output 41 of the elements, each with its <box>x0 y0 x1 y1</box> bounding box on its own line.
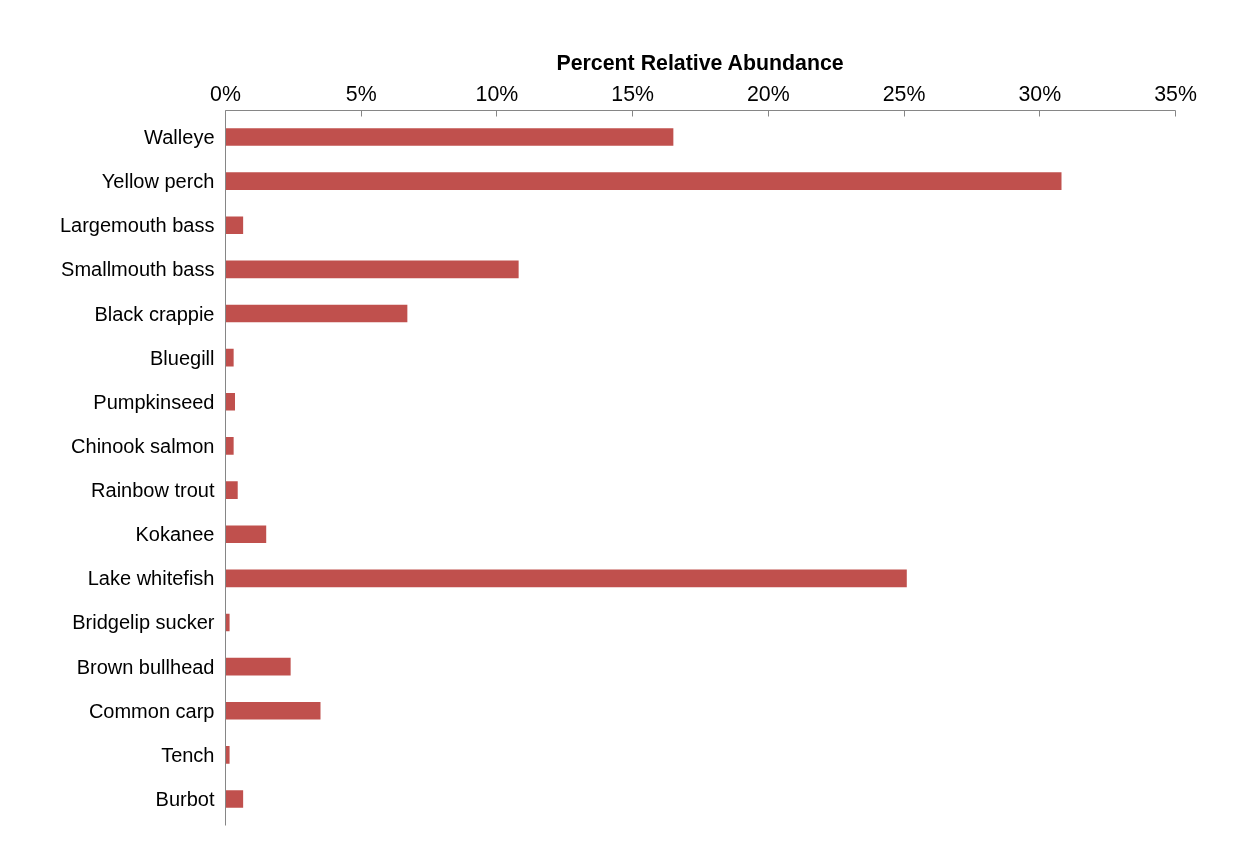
bar <box>225 657 291 676</box>
x-tick-label: 10% <box>475 81 519 106</box>
y-tick-label: Burbot <box>155 788 215 811</box>
bar <box>225 128 674 146</box>
bar <box>225 172 1062 190</box>
x-tick-label: 35% <box>1154 81 1197 106</box>
y-tick-label: Walleye <box>144 125 215 148</box>
bar <box>225 304 408 323</box>
bar <box>225 216 244 235</box>
y-tick-label: Yellow perch <box>101 170 215 193</box>
y-tick-label: Largemouth bass <box>59 214 215 237</box>
x-axis-title: Percent Relative Abundance <box>556 50 844 75</box>
bar <box>225 392 235 411</box>
bar <box>225 790 244 808</box>
bar <box>225 260 519 279</box>
bar <box>225 569 907 588</box>
y-tick-label: Rainbow trout <box>91 479 215 502</box>
x-tick-label: 15% <box>611 81 655 106</box>
bar <box>225 437 234 455</box>
y-tick-label: Bridgelip sucker <box>72 611 215 634</box>
y-tick-label: Lake whitefish <box>87 567 215 590</box>
y-tick-label: Tench <box>161 743 215 766</box>
y-tick-label: Chinook salmon <box>71 434 215 457</box>
x-tick-label: 20% <box>747 81 790 106</box>
bar <box>225 613 230 632</box>
bar <box>225 701 321 720</box>
y-tick-label: Kokanee <box>135 523 215 546</box>
y-tick-label: Brown bullhead <box>76 655 215 678</box>
bar <box>225 481 238 499</box>
bar <box>225 348 234 367</box>
x-tick-label: 5% <box>345 81 377 106</box>
bar <box>225 746 230 764</box>
x-tick-label: 30% <box>1018 81 1062 106</box>
bar <box>225 525 267 544</box>
y-tick-label: Common carp <box>88 699 215 722</box>
y-tick-label: Bluegill <box>150 346 215 369</box>
y-tick-label: Black crappie <box>94 302 215 325</box>
x-tick-label: 25% <box>882 81 926 106</box>
x-tick-label: 0% <box>210 81 241 106</box>
y-tick-label: Smallmouth bass <box>61 258 215 281</box>
y-tick-label: Pumpkinseed <box>93 390 215 413</box>
